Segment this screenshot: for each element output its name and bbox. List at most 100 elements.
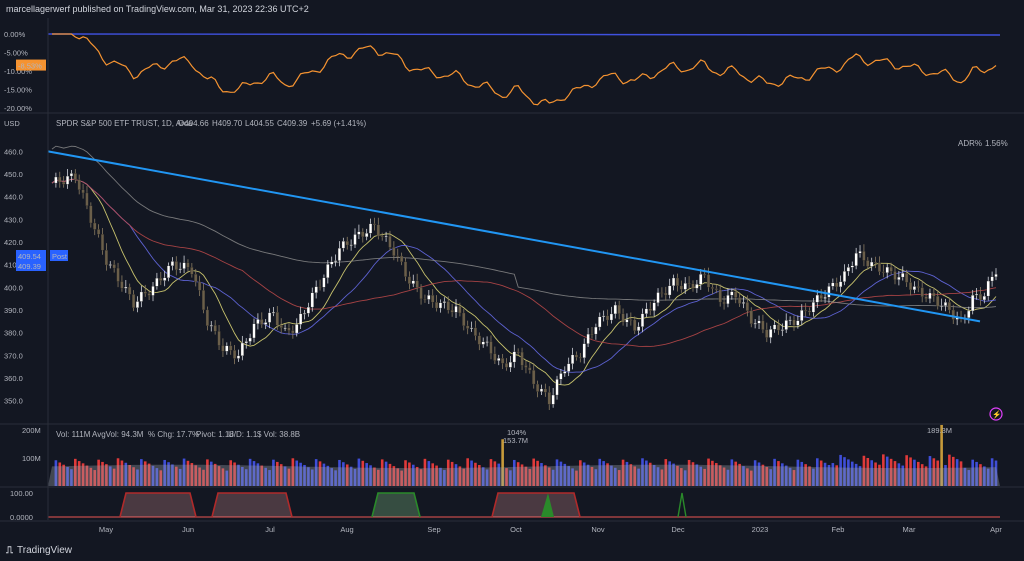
candle [741, 296, 746, 309]
volume-bar [411, 464, 415, 486]
volume-bar [353, 468, 357, 486]
volume-bar [264, 467, 267, 486]
ohlc-close: C409.39 [277, 119, 308, 128]
instrument-name: SPDR S&P 500 ETF TRUST, 1D, Arca [56, 119, 193, 128]
candle [186, 259, 190, 274]
candle [400, 252, 404, 266]
volume-bar [93, 470, 97, 486]
osc-spike-green [541, 493, 554, 517]
candle [819, 288, 823, 302]
volume-bar [54, 460, 58, 486]
volume-bar [198, 467, 201, 486]
volume-bar [380, 459, 384, 486]
candle [842, 264, 847, 286]
candle [291, 325, 295, 339]
volume-bar [847, 459, 850, 486]
volume-bar [882, 454, 885, 486]
candle [804, 303, 808, 317]
volume-bar [485, 469, 489, 486]
candle [108, 261, 112, 269]
volume-bar [540, 463, 543, 486]
volume-bar [307, 467, 310, 486]
candle [473, 320, 477, 341]
volume-bar [850, 461, 854, 486]
candle [668, 278, 672, 299]
volume-bar [365, 463, 368, 486]
volume-bar [575, 470, 578, 486]
volume-bar [446, 459, 450, 486]
price-tag: 409.54 [16, 250, 46, 261]
volume-bar [804, 464, 807, 486]
rel-current-tag: -8.53% [16, 59, 46, 71]
candle [928, 288, 932, 304]
candle [318, 279, 322, 291]
candle [703, 268, 707, 278]
volume-bar [951, 456, 955, 486]
candle [116, 262, 120, 288]
volume-bar [687, 459, 691, 486]
volume-bar [334, 470, 337, 486]
x-tick-label: Mar [903, 525, 916, 534]
volume-bar [769, 469, 772, 486]
price-tick-label: 440.0 [4, 193, 23, 202]
tradingview-logo-icon: ⎍ [6, 545, 13, 556]
candle [431, 289, 435, 308]
volume-bar [186, 460, 190, 486]
volume-bar [124, 462, 128, 486]
volume-bar [800, 461, 804, 486]
relative-strength-line [52, 33, 997, 106]
osc-tick-label: 100.00 [10, 489, 33, 498]
candle [571, 347, 575, 370]
lightning-icon: ⚡ [989, 407, 1003, 421]
volume-bar [481, 467, 485, 486]
osc-pulse-red [119, 492, 197, 518]
candle [283, 324, 287, 332]
ohlc-high: H409.70 [212, 119, 243, 128]
volume-bar [206, 459, 209, 486]
candle [446, 296, 450, 314]
volume-bar [571, 468, 574, 486]
candle [528, 361, 532, 374]
candle [978, 287, 983, 306]
volume-bar [97, 459, 100, 486]
brand-label: TradingView [17, 545, 73, 556]
volume-annotation: 104% [507, 428, 527, 437]
candle [943, 298, 948, 312]
volume-bar [582, 462, 586, 486]
x-tick-label: Jul [265, 525, 275, 534]
candle [656, 288, 660, 307]
volume-bar [551, 469, 555, 486]
candle [120, 275, 124, 292]
candle [679, 280, 683, 293]
moving-average-21 [51, 178, 997, 373]
candle [695, 279, 699, 293]
candle [213, 320, 217, 335]
candle [349, 239, 353, 251]
volume-bar [986, 468, 990, 486]
price-tick-label: 360.0 [4, 374, 23, 383]
candle [497, 354, 501, 366]
x-tick-label: Aug [340, 525, 353, 534]
x-tick-label: Feb [832, 525, 845, 534]
tradingview-brand[interactable]: ⎍ TradingView [6, 545, 72, 556]
osc-pulse-red [211, 492, 293, 518]
candle [310, 287, 314, 312]
volume-bar [932, 458, 936, 486]
candle [874, 256, 878, 269]
candle [205, 306, 209, 331]
volume-bar [788, 467, 792, 486]
candle [489, 335, 493, 360]
candle [800, 304, 804, 326]
candle [971, 289, 975, 315]
volume-bar [132, 467, 135, 486]
candle [780, 323, 784, 337]
candle [65, 169, 70, 189]
volume-bar [901, 465, 905, 486]
price-axis-title: USD [4, 119, 20, 128]
candle [516, 348, 520, 356]
axes [0, 18, 1024, 522]
volume-bar [928, 456, 932, 486]
candle [159, 271, 163, 286]
volume-bar [586, 464, 590, 486]
